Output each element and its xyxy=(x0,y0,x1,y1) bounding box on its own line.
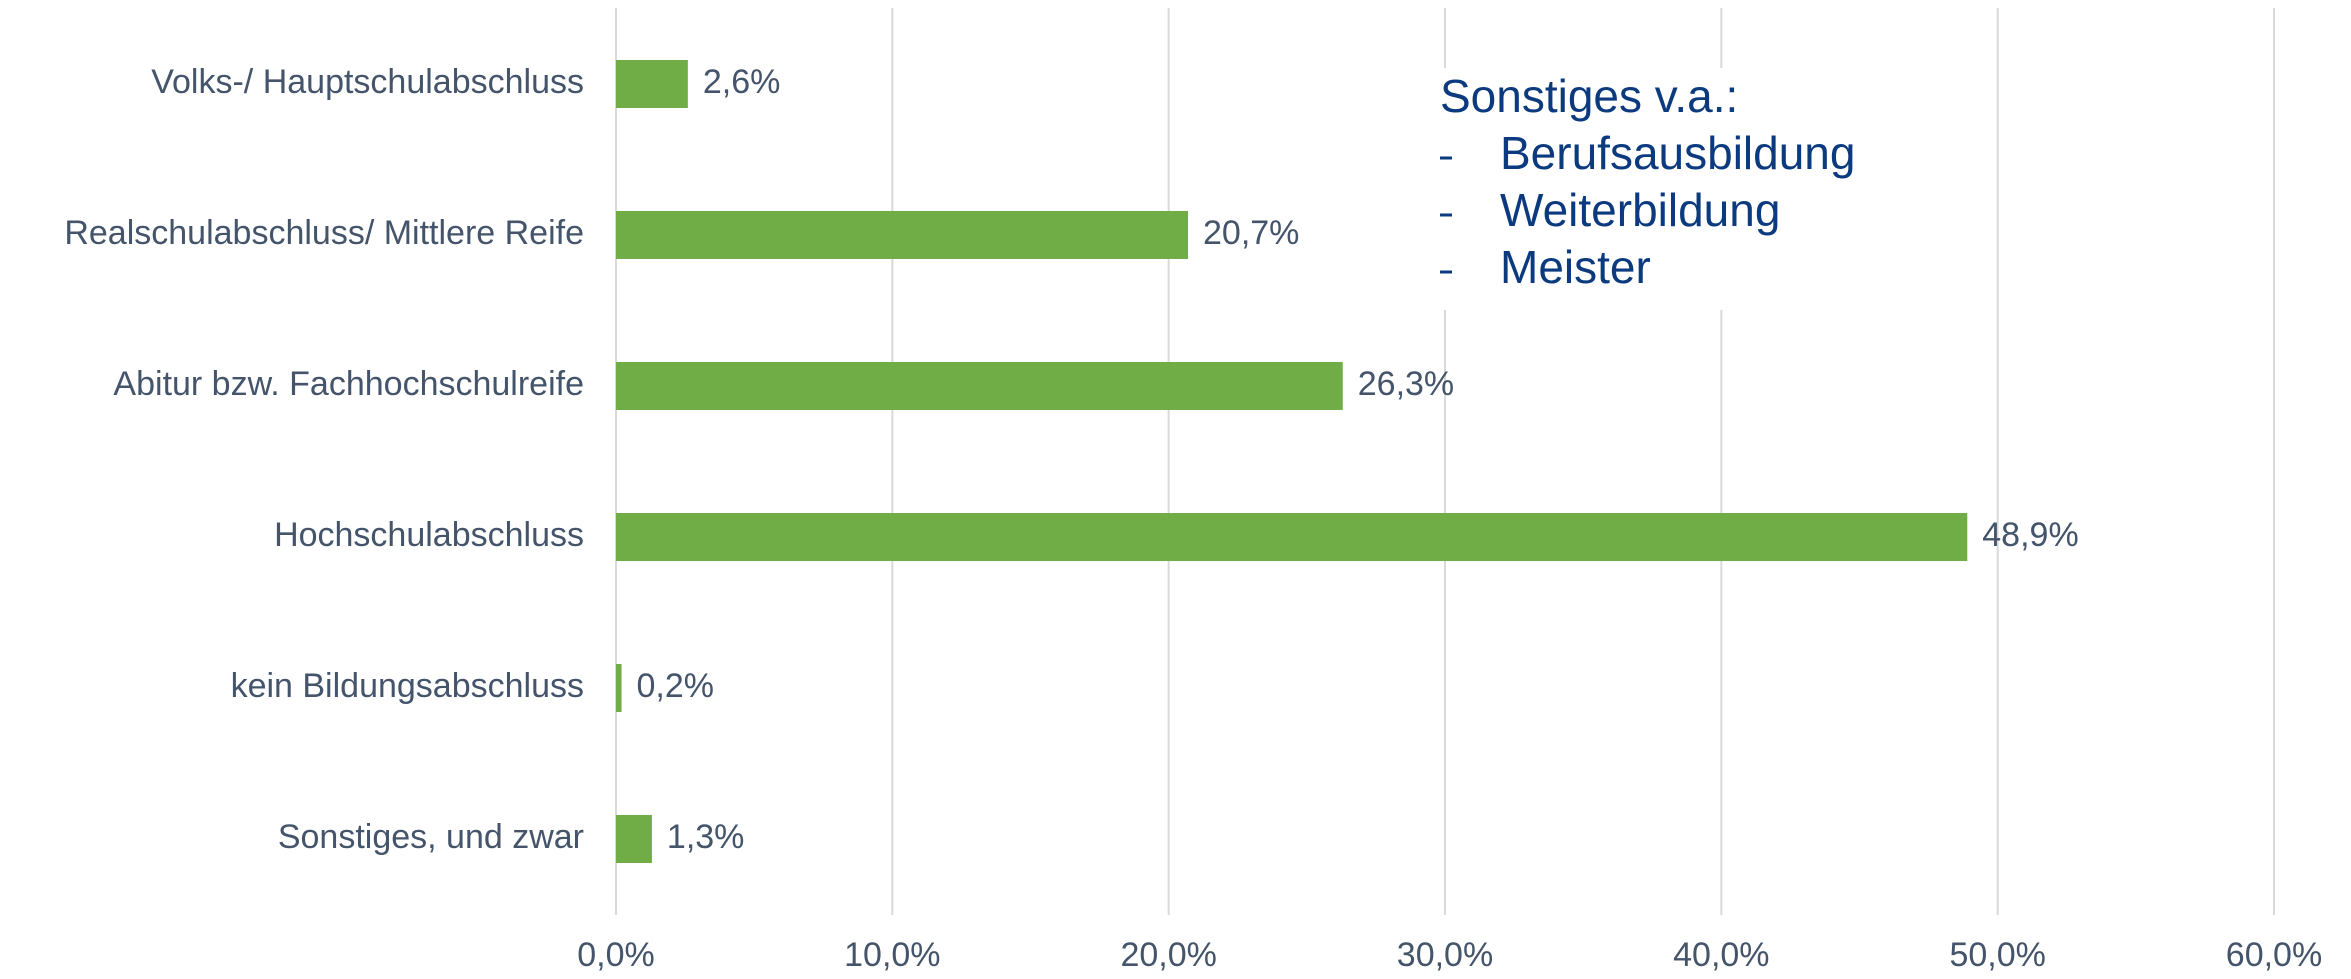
bar xyxy=(616,664,622,712)
bar xyxy=(616,211,1189,259)
annotation-item: Berufsausbildung xyxy=(1500,127,1855,179)
bar xyxy=(616,513,1968,561)
y-tick-label: Volks-/ Hauptschulabschluss xyxy=(151,63,584,101)
data-label: 48,9% xyxy=(1982,516,2078,554)
y-tick-label: Abitur bzw. Fachhochschulreife xyxy=(113,365,584,403)
y-tick-label: Hochschulabschluss xyxy=(274,516,584,554)
bar xyxy=(616,60,688,108)
x-tick-label: 50,0% xyxy=(1949,936,2045,974)
annotation-item: Weiterbildung xyxy=(1500,184,1780,236)
x-tick-label: 60,0% xyxy=(2226,936,2322,974)
data-label: 0,2% xyxy=(637,667,715,705)
x-tick-label: 40,0% xyxy=(1673,936,1769,974)
data-label: 2,6% xyxy=(703,63,781,101)
x-tick-label: 0,0% xyxy=(577,936,655,974)
data-label: 26,3% xyxy=(1358,365,1454,403)
y-tick-label: Sonstiges, und zwar xyxy=(278,818,584,856)
x-tick-label: 30,0% xyxy=(1397,936,1493,974)
annotation-title: Sonstiges v.a.: xyxy=(1440,70,1738,122)
data-label: 1,3% xyxy=(667,818,745,856)
y-tick-label: kein Bildungsabschluss xyxy=(231,667,584,705)
data-label: 20,7% xyxy=(1203,214,1299,252)
y-tick-label: Realschulabschluss/ Mittlere Reife xyxy=(64,214,584,252)
annotation-box xyxy=(1420,68,1890,310)
bar xyxy=(616,815,652,863)
bar xyxy=(616,362,1343,410)
x-tick-label: 20,0% xyxy=(1120,936,1216,974)
x-tick-label: 10,0% xyxy=(844,936,940,974)
annotation-item: Meister xyxy=(1500,241,1651,293)
